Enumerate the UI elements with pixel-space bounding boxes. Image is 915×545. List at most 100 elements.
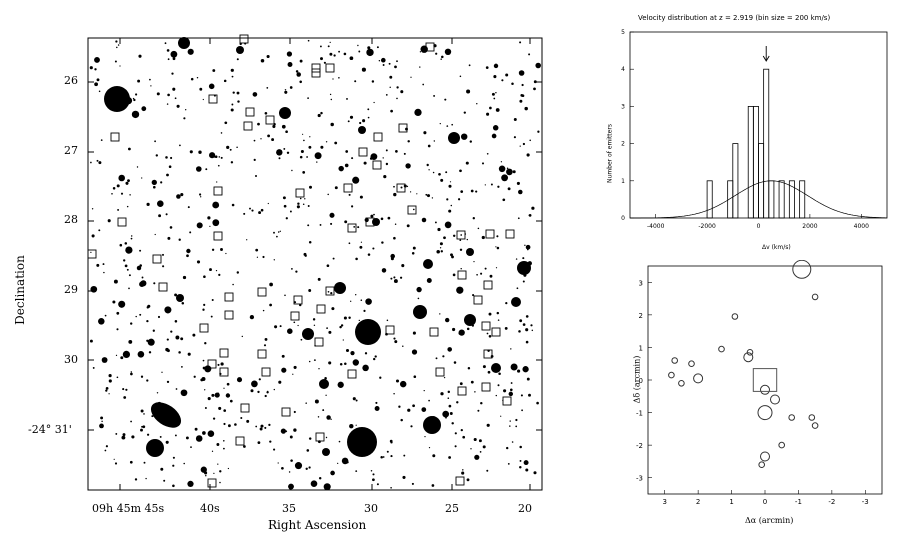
field-star <box>323 483 331 491</box>
field-star <box>449 412 453 415</box>
field-star <box>498 165 506 173</box>
field-star <box>338 165 344 172</box>
field-star <box>291 268 293 270</box>
hist-x-tick-label: 0 <box>757 223 761 230</box>
emitter-marker <box>365 217 375 227</box>
ra-axis-title: Right Ascension <box>268 518 367 532</box>
field-star <box>140 375 144 378</box>
field-star <box>452 234 456 238</box>
hist-y-tick-label: 2 <box>621 141 625 148</box>
field-star <box>264 426 267 429</box>
field-star <box>178 238 181 241</box>
field-star <box>432 454 436 458</box>
bright-star <box>355 319 381 345</box>
field-star <box>333 54 336 57</box>
field-star <box>495 108 500 112</box>
emitter-marker <box>481 321 491 331</box>
field-star <box>309 136 311 138</box>
field-star <box>101 357 108 363</box>
field-star <box>510 363 518 371</box>
field-star <box>181 301 185 305</box>
field-star <box>148 351 152 354</box>
field-star <box>510 382 513 384</box>
field-star <box>497 185 500 188</box>
field-star <box>403 454 406 457</box>
field-star <box>202 308 205 311</box>
field-star <box>182 275 187 280</box>
field-star <box>440 58 442 60</box>
field-star <box>320 145 324 149</box>
field-star <box>290 459 293 462</box>
emitter-point <box>693 373 704 384</box>
field-star <box>490 183 493 186</box>
field-star <box>345 150 349 153</box>
field-star <box>249 207 251 210</box>
field-star <box>528 393 531 397</box>
field-star <box>204 342 207 345</box>
field-star <box>223 440 225 442</box>
field-star <box>118 300 126 308</box>
sky-y-tick-label: -2 <box>636 442 643 450</box>
field-star <box>459 169 462 173</box>
field-star <box>348 316 351 319</box>
emitter-point <box>688 360 695 367</box>
field-star <box>495 394 497 397</box>
field-star <box>387 216 391 220</box>
field-star <box>161 371 163 373</box>
field-star <box>89 66 93 70</box>
bright-star <box>347 427 377 457</box>
field-star <box>187 206 190 209</box>
sky-y-tick-label: 1 <box>639 344 643 352</box>
field-star <box>386 319 389 322</box>
sky-y-tick-label: 3 <box>639 279 643 287</box>
emitter-point <box>757 405 773 421</box>
field-star <box>531 206 535 210</box>
field-star <box>477 227 480 230</box>
field-star <box>126 205 129 208</box>
field-star <box>466 478 470 482</box>
emitter-point <box>718 345 725 353</box>
field-star <box>515 258 518 260</box>
field-star <box>519 319 523 323</box>
field-star <box>300 149 304 154</box>
field-star <box>308 360 311 363</box>
field-star <box>344 220 348 224</box>
field-star <box>390 277 393 280</box>
field-star <box>128 274 131 277</box>
emitter-marker <box>435 367 445 377</box>
field-star <box>286 51 293 57</box>
field-star <box>390 253 395 259</box>
emitter-marker <box>219 348 229 358</box>
field-star <box>376 46 379 49</box>
field-star <box>328 330 332 334</box>
field-star <box>371 80 375 83</box>
field-star <box>419 66 421 68</box>
field-star <box>120 192 124 195</box>
field-star <box>308 289 312 292</box>
field-star <box>122 433 126 437</box>
field-star <box>236 91 240 95</box>
sky-y-tick-label: -3 <box>636 475 643 483</box>
field-star <box>367 116 370 119</box>
field-star <box>447 390 451 394</box>
field-star <box>166 49 170 52</box>
field-star <box>366 48 374 57</box>
bright-star <box>448 132 460 144</box>
field-star <box>482 365 486 369</box>
field-star <box>486 332 489 335</box>
field-star <box>259 427 263 431</box>
field-star <box>406 224 410 228</box>
field-star <box>199 193 202 196</box>
field-star <box>381 241 384 244</box>
image-frame <box>87 37 543 491</box>
field-star <box>293 321 296 324</box>
field-star <box>89 339 93 343</box>
emitter-marker <box>358 147 368 157</box>
field-star <box>260 208 264 212</box>
field-star <box>355 257 358 261</box>
emitter-marker <box>265 115 275 125</box>
emitter-marker <box>385 325 395 335</box>
field-star <box>251 209 254 212</box>
field-star <box>119 243 123 247</box>
field-star <box>115 40 118 43</box>
